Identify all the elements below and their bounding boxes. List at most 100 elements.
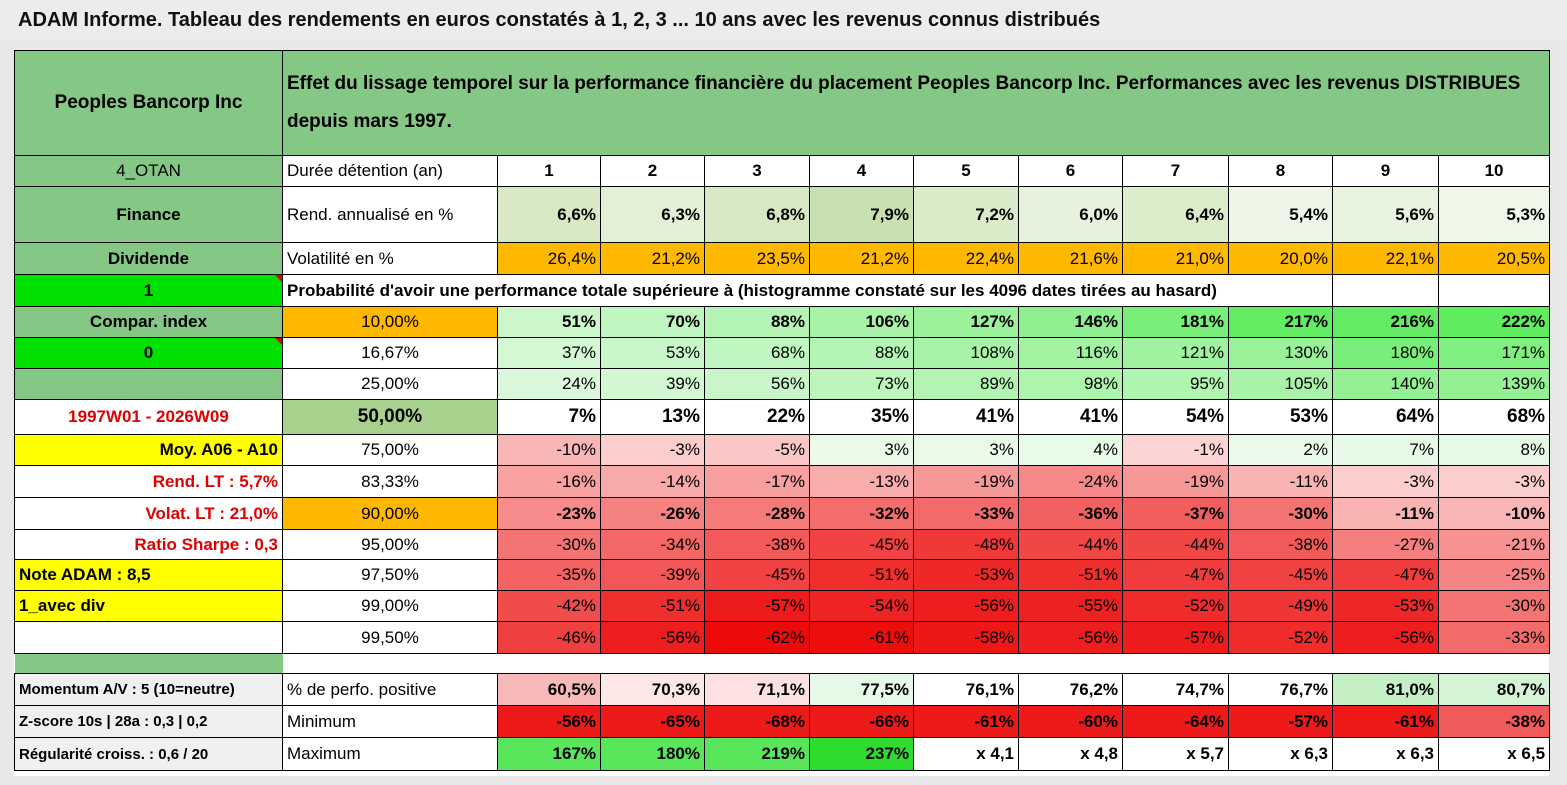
quantile-cell: -16% [497,465,601,498]
stats-cell: 76,1% [913,673,1019,706]
stats-cell: x 6,3 [1228,737,1333,771]
quantile-row: Compar. index 10,00% 51% 70% 88% 106% 127% 146%… [14,306,1551,338]
quantile-cell: -34% [600,529,705,560]
side-sharpe: Ratio Sharpe : 0,3 [14,529,283,560]
vol-cell: 22,1% [1332,242,1439,275]
quantile-cell: 24% [497,368,601,400]
quantile-cell: -51% [1018,559,1123,591]
quantile-cell: 35% [809,399,914,435]
quantile-cell: 217% [1228,306,1333,338]
side-volat-lt: Volat. LT : 21,0% [14,497,283,530]
side-flag0[interactable]: 0 [14,337,283,369]
stats-cell: -65% [600,705,705,738]
stats-cell: 70,3% [600,673,705,706]
quantile-cell: -47% [1122,559,1229,591]
quantile-cell: -36% [1018,497,1123,530]
quantile-label: 10,00% [282,306,498,338]
quantile-cell: -56% [600,621,705,654]
stats-cell: -64% [1122,705,1229,738]
quantile-label: 16,67% [282,337,498,369]
separator-green [14,653,283,674]
quantile-cell: -28% [704,497,810,530]
quantile-cell: -11% [1228,465,1333,498]
rend-cell: 6,8% [704,186,810,243]
quantile-label: 90,00% [282,497,498,530]
quantile-cell: -62% [704,621,810,654]
stats-cell: 219% [704,737,810,771]
quantile-cell: -3% [1437,465,1551,498]
quantile-cell: 41% [1018,399,1123,435]
side-flag1[interactable]: 1 [14,274,283,307]
quantile-cell: -24% [1018,465,1123,498]
quantile-cell: 216% [1332,306,1439,338]
quantile-cell: -30% [1437,590,1551,622]
quantile-label: 99,50% [282,621,498,654]
vol-cell: 21,6% [1018,242,1123,275]
quantile-cell: 7% [497,399,601,435]
duration-cell: 5 [913,155,1019,187]
side-avec-div: 1_avec div [14,590,283,622]
quantile-cell: -30% [497,529,601,560]
quantile-cell: -5% [704,434,810,466]
quantile-cell: 89% [913,368,1019,400]
quantile-cell: 98% [1018,368,1123,400]
stats-cell: -60% [1018,705,1123,738]
quantile-cell: -49% [1228,590,1333,622]
quantile-cell: -11% [1332,497,1439,530]
quantile-cell: 73% [809,368,914,400]
separator-blank [282,653,1550,674]
quantile-cell: 95% [1122,368,1229,400]
duration-cell: 7 [1122,155,1229,187]
quantile-cell: -21% [1437,529,1551,560]
prob-empty-10 [1437,274,1551,307]
prob-label: Probabilité d'avoir une performance tota… [282,274,1333,307]
duration-cell: 2 [600,155,705,187]
quantile-cell: -27% [1332,529,1439,560]
quantile-row: 1_avec div 99,00% -42% -51% -57% -54% -56% -55%… [14,590,1551,622]
quantile-cell: -25% [1437,559,1551,591]
quantile-cell: -10% [1437,497,1551,530]
quantile-label: 75,00% [282,434,498,466]
quantile-cell: 7% [1332,434,1439,466]
vol-row: Dividende Volatilité en % 26,4% 21,2% 23,5… [14,242,1551,275]
side-category: Dividende [14,242,283,275]
quantile-cell: 116% [1018,337,1123,369]
rend-cell: 6,0% [1018,186,1123,243]
quantile-cell: -54% [809,590,914,622]
vol-cell: 21,2% [809,242,914,275]
quantile-label: 97,50% [282,559,498,591]
quantile-cell: 171% [1437,337,1551,369]
performance-sheet: Peoples Bancorp Inc Effet du lissage tem… [14,50,1551,776]
quantile-cell: -52% [1228,621,1333,654]
quantile-cell: -53% [1332,590,1439,622]
quantile-cell: 37% [497,337,601,369]
quantile-cell: -32% [809,497,914,530]
rend-cell: 5,3% [1437,186,1551,243]
quantile-cell: -17% [704,465,810,498]
stats-cell: 80,7% [1437,673,1551,706]
quantile-row: 25,00% 24% 39% 56% 73% 89% 98% 95% 105% 140% 139% [14,368,1551,400]
duration-row: 4_OTAN Durée détention (an) 1 2 3 4 5 6 7 8 9 10 [14,155,1551,187]
quantile-cell: -26% [600,497,705,530]
quantile-cell: 68% [1437,399,1551,435]
quantile-cell: 139% [1437,368,1551,400]
quantile-row: 0 16,67% 37% 53% 68% 88% 108% 116% 121% 130% 180% 1… [14,337,1551,369]
quantile-cell: 130% [1228,337,1333,369]
quantile-cell: 51% [497,306,601,338]
quantile-cell: -14% [600,465,705,498]
stats-cell: x 4,8 [1018,737,1123,771]
stats-side-label: Momentum A/V : 5 (10=neutre) [14,673,283,706]
vol-cell: 23,5% [704,242,810,275]
quantile-cell: 222% [1437,306,1551,338]
stats-cell: 74,7% [1122,673,1229,706]
rend-label: Rend. annualisé en % [282,186,498,243]
quantile-cell: 180% [1332,337,1439,369]
side-empty-green [14,368,283,400]
quantile-cell: -1% [1122,434,1229,466]
duration-cell: 10 [1437,155,1551,187]
quantile-cell: 121% [1122,337,1229,369]
quantile-cell: -3% [1332,465,1439,498]
quantile-cell: -38% [1228,529,1333,560]
stats-cell: 76,2% [1018,673,1123,706]
quantile-cell: -37% [1122,497,1229,530]
